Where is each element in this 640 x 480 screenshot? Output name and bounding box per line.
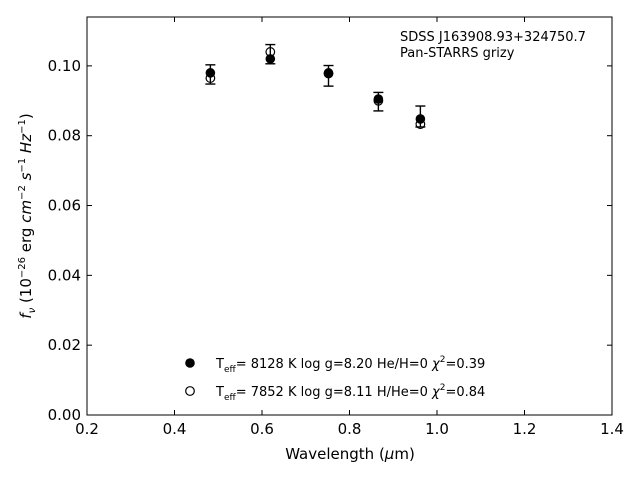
legend-1-comp: He/H=0 xyxy=(377,357,428,372)
x-tick-label-0: 0.2 xyxy=(75,420,99,438)
legend-1-teff: 8128 K xyxy=(251,357,297,372)
annotation-object-name: SDSS J163908.93+324750.7 xyxy=(400,30,586,45)
legend-1-chi2: =0.39 xyxy=(445,357,485,372)
series-2-point-4 xyxy=(415,119,426,130)
y-tick-label-5: 0.10 xyxy=(48,57,81,75)
series-1-point-0 xyxy=(205,68,216,78)
series-2-point-3 xyxy=(373,95,384,106)
legend-2-teff: 7852 K xyxy=(251,385,297,400)
x-tick-label-6: 1.4 xyxy=(600,420,624,438)
annotation-survey: Pan-STARRS grizy xyxy=(400,46,515,61)
axes: 0.2 0.4 0.6 0.8 1.0 1.2 1.4 0.00 0.02 0.04 0.06 0.0… xyxy=(48,16,624,438)
legend-2-comp: H/He=0 xyxy=(377,385,428,400)
plot-frame xyxy=(86,16,613,416)
x-tick-label-2: 0.6 xyxy=(250,420,274,438)
data-markers xyxy=(205,47,426,130)
y-tick-label-1: 0.02 xyxy=(48,336,81,354)
y-tick-label-0: 0.00 xyxy=(48,406,81,424)
y-tick-label-4: 0.08 xyxy=(48,127,81,145)
x-tick-label-3: 0.8 xyxy=(338,420,362,438)
legend-marker-open xyxy=(185,386,195,396)
legend-2-logg: log g=8.11 xyxy=(301,385,373,400)
legend: Teff= 8128 K log g=8.20 He/H=0 χ2=0.39 T… xyxy=(185,355,485,403)
series-2-point-1 xyxy=(265,47,276,57)
series-1-point-1 xyxy=(265,54,276,64)
legend-2-chi2: =0.84 xyxy=(445,385,485,400)
series-2-point-0 xyxy=(205,73,216,83)
series-1-point-4 xyxy=(415,114,426,124)
legend-entry-1: Teff= 8128 K log g=8.20 He/H=0 χ2=0.39 xyxy=(215,355,485,375)
x-tick-label-1: 0.4 xyxy=(163,420,187,438)
x-axis-title: Wavelength (μm) xyxy=(285,445,415,463)
x-tick-label-4: 1.0 xyxy=(425,420,449,438)
error-bars xyxy=(205,43,426,128)
series-2-point-2 xyxy=(323,68,334,79)
y-tick-label-3: 0.06 xyxy=(48,197,81,215)
x-tick-label-5: 1.2 xyxy=(513,420,537,438)
legend-1-logg: log g=8.20 xyxy=(301,357,373,372)
legend-entry-2: Teff= 7852 K log g=8.11 H/He=0 χ2=0.84 xyxy=(215,383,485,403)
y-tick-label-2: 0.04 xyxy=(48,266,81,284)
y-axis-title: fν (10−26 erg cm−2 s−1 Hz−1) xyxy=(17,113,38,318)
legend-marker-filled xyxy=(185,358,195,368)
